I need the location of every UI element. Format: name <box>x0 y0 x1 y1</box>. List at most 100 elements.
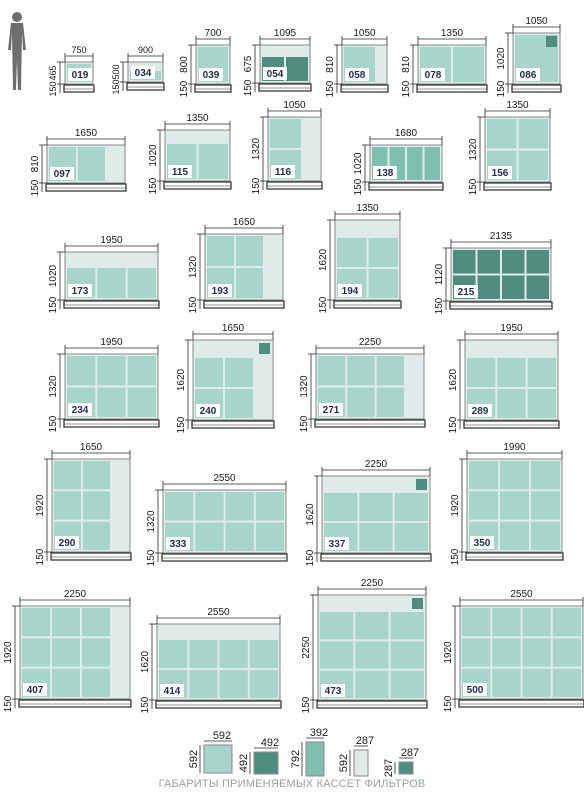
unit-height-label: 2250 <box>301 636 312 659</box>
filter-cell <box>526 275 549 299</box>
unit-id-label: 054 <box>267 69 284 80</box>
filter-cell <box>195 522 224 551</box>
unit-width-label: 1350 <box>356 203 379 214</box>
filter-cell <box>337 238 367 267</box>
unit-156: 1350 1320 150 156 <box>468 100 552 195</box>
unit-id-label: 097 <box>54 169 71 180</box>
unit-width-label: 2250 <box>64 589 87 600</box>
unit-base-label: 150 <box>251 177 262 194</box>
unit-id-badge <box>421 68 445 81</box>
unit-base-frame <box>203 300 285 309</box>
filter-cell <box>78 147 105 181</box>
filter-cell <box>453 250 476 274</box>
unit-id-label: 407 <box>27 685 44 696</box>
unit-base-frame <box>161 553 288 562</box>
filter-cell <box>502 250 525 274</box>
unit-width-label: 1350 <box>441 28 464 39</box>
unit-id-label: 414 <box>164 686 181 697</box>
legend-cassette: 492 492 <box>238 737 279 775</box>
unit-base-frame <box>368 182 444 191</box>
unit-base-label: 150 <box>188 296 199 313</box>
unit-id-label: 058 <box>349 70 366 81</box>
filter-cell <box>390 670 424 698</box>
filter-cell <box>22 608 50 637</box>
unit-base-label: 150 <box>305 549 316 566</box>
unit-id-label: 086 <box>520 70 537 81</box>
unit-id-badge <box>468 404 492 417</box>
unit-height-label: 1320 <box>251 137 262 160</box>
unit-base-frame <box>340 84 389 93</box>
unit-id-label: 337 <box>329 539 346 550</box>
filter-cell <box>368 269 398 298</box>
filter-cell-small <box>259 343 270 354</box>
filter-cell <box>424 147 440 180</box>
unit-base-frame <box>126 82 165 91</box>
filter-cell <box>552 638 582 667</box>
unit-058: 1050 810 150 058 <box>325 28 389 97</box>
unit-138: 1680 1020 150 138 <box>353 128 444 195</box>
unit-id-badge <box>68 403 92 416</box>
unit-id-label: 156 <box>492 168 509 179</box>
unit-id-label: 333 <box>170 539 187 550</box>
filter-cell <box>453 47 484 82</box>
filter-cell <box>531 461 560 490</box>
filter-cell <box>249 640 279 668</box>
unit-id-badge <box>68 68 92 81</box>
unit-width-label: 1350 <box>186 113 209 124</box>
unit-414: 2550 1620 150 414 <box>140 607 282 713</box>
unit-base-frame <box>463 420 560 429</box>
unit-id-badge <box>263 67 287 80</box>
cassette-swatch <box>253 751 279 775</box>
filter-cell <box>236 268 263 298</box>
unit-base-label: 150 <box>448 416 459 433</box>
unit-290: 1650 1920 150 290 <box>35 442 132 565</box>
legend-cassette: 287 287 <box>383 747 419 777</box>
filter-cell <box>394 523 428 551</box>
cassette-swatch <box>203 744 233 774</box>
unit-337: 2250 1620 150 337 <box>305 459 432 566</box>
unit-width-label: 1050 <box>525 16 548 27</box>
unit-id-badge <box>463 683 487 696</box>
unit-width-label: 1950 <box>500 323 523 334</box>
filter-cell <box>225 389 253 418</box>
unit-width-label: 1650 <box>233 217 256 228</box>
unit-base-frame <box>314 419 426 428</box>
filter-cell <box>207 236 234 266</box>
filter-cell <box>492 608 521 637</box>
unit-base-label: 150 <box>140 696 151 713</box>
filter-cell <box>527 389 556 418</box>
cassette-legend: 592 592 492 492 392 792 287 592 287 287 <box>188 727 419 777</box>
unit-height-label: 1320 <box>146 510 157 533</box>
unit-height-label: 1620 <box>448 368 459 391</box>
filter-cell <box>355 670 389 698</box>
cassette-swatch <box>305 741 325 777</box>
filter-cell <box>526 250 549 274</box>
filter-cell <box>198 144 228 179</box>
unit-id-label: 234 <box>72 405 89 416</box>
unit-width-label: 700 <box>205 28 222 39</box>
unit-width-label: 2550 <box>207 607 230 618</box>
unit-width-label: 1350 <box>506 100 529 111</box>
filter-cell <box>82 668 110 697</box>
filter-cell <box>469 491 498 520</box>
filter-cell <box>255 522 285 551</box>
unit-id-badge <box>345 68 369 81</box>
unit-width-label: 1050 <box>353 28 376 39</box>
filter-cell <box>500 461 529 490</box>
person-silhouette-icon <box>8 12 26 90</box>
unit-width-label: 1050 <box>283 100 306 111</box>
unit-base-label: 150 <box>450 548 461 565</box>
filter-cell <box>127 268 156 298</box>
filter-cell-small <box>412 598 423 609</box>
unit-height-label: 1320 <box>48 375 59 398</box>
filter-cell-small <box>546 36 557 47</box>
unit-base-label: 150 <box>468 178 479 195</box>
unit-id-badge <box>55 536 79 549</box>
unit-height-label: 1020 <box>496 47 507 70</box>
filter-cell <box>54 461 81 490</box>
filter-cell <box>270 119 301 148</box>
unit-id-label: 034 <box>135 68 152 79</box>
filter-cell <box>165 492 194 521</box>
filter-cell <box>394 493 428 521</box>
unit-base-label: 150 <box>111 79 121 94</box>
